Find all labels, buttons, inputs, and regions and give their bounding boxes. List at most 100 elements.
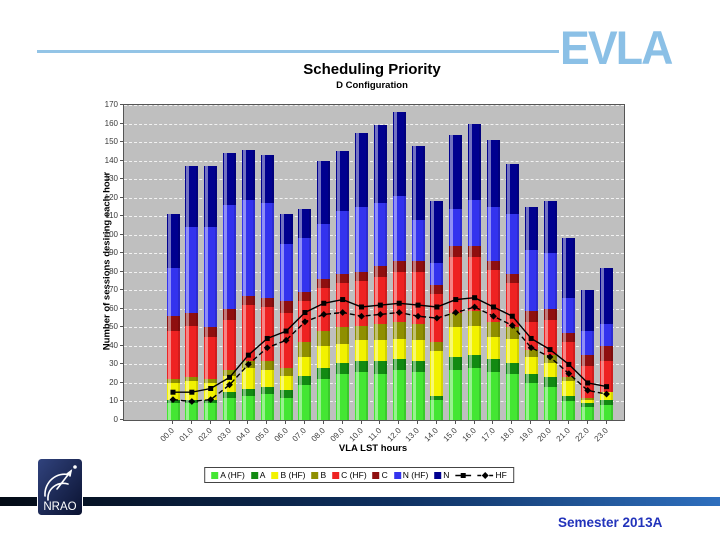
segment-nhf bbox=[505, 214, 519, 274]
square-marker bbox=[396, 300, 402, 306]
bar-13.0 bbox=[411, 145, 425, 421]
segment-ahf bbox=[392, 369, 406, 420]
nrao-logo-text: NRAO bbox=[43, 501, 76, 513]
segment-ahf bbox=[449, 369, 463, 420]
chart-title: Scheduling Priority bbox=[303, 61, 441, 78]
diamond-marker bbox=[546, 353, 554, 361]
y-tick-label: 40 bbox=[109, 340, 118, 350]
segment-nhf bbox=[204, 227, 218, 328]
legend-item-c: C bbox=[372, 470, 388, 480]
segment-n bbox=[411, 145, 425, 220]
segment-c bbox=[223, 308, 237, 320]
bar-21.0 bbox=[562, 238, 576, 420]
segment-b bbox=[373, 323, 387, 341]
segment-c bbox=[279, 301, 293, 313]
x-tick-mark bbox=[567, 421, 569, 424]
legend-swatch bbox=[211, 471, 219, 479]
segment-a bbox=[317, 368, 331, 380]
x-tick-mark bbox=[511, 421, 513, 424]
legend-label: C bbox=[381, 470, 388, 480]
segment-a bbox=[449, 357, 463, 370]
segment-c bbox=[373, 266, 387, 278]
segment-chf bbox=[543, 319, 557, 356]
bar-15.0 bbox=[449, 134, 463, 421]
segment-bhf bbox=[486, 336, 500, 359]
y-tick-mark bbox=[120, 178, 123, 180]
x-tick-mark bbox=[360, 421, 362, 424]
segment-n bbox=[204, 166, 218, 228]
diamond-marker bbox=[471, 303, 478, 311]
segment-chf bbox=[223, 319, 237, 370]
segment-ahf bbox=[260, 394, 274, 420]
y-tick-label: 100 bbox=[104, 229, 118, 239]
bar-16.0 bbox=[468, 123, 482, 421]
legend-swatch bbox=[332, 471, 340, 479]
segment-chf bbox=[355, 281, 368, 326]
segment-ahf bbox=[524, 382, 538, 420]
square-marker bbox=[208, 386, 214, 391]
segment-n bbox=[600, 268, 614, 324]
segment-a bbox=[298, 375, 312, 385]
x-tick-mark bbox=[190, 421, 192, 424]
segment-nhf bbox=[524, 249, 538, 311]
segment-c bbox=[260, 297, 274, 307]
segment-bhf bbox=[543, 362, 557, 378]
segment-chf bbox=[562, 342, 576, 378]
segment-bhf bbox=[430, 351, 444, 396]
line-HF bbox=[172, 306, 607, 403]
x-tick-mark bbox=[586, 421, 588, 424]
diamond-marker bbox=[301, 318, 309, 326]
y-tick-label: 10 bbox=[109, 396, 118, 406]
bar-11.0 bbox=[373, 125, 387, 420]
legend-item-b: B bbox=[311, 470, 326, 480]
segment-a bbox=[241, 388, 255, 396]
segment-a bbox=[392, 358, 406, 370]
segment-nhf bbox=[581, 331, 595, 356]
segment-nhf bbox=[355, 206, 368, 272]
segment-chf bbox=[204, 336, 218, 380]
segment-a bbox=[279, 390, 293, 398]
x-tick-mark bbox=[341, 421, 343, 424]
segment-b bbox=[505, 327, 519, 339]
diamond-marker bbox=[207, 396, 215, 404]
y-tick-label: 130 bbox=[104, 174, 118, 184]
segment-n bbox=[581, 290, 595, 332]
segment-ahf bbox=[505, 373, 519, 420]
y-tick-label: 80 bbox=[109, 266, 118, 276]
y-tick-label: 30 bbox=[109, 359, 118, 369]
chart-subtitle: D Configuration bbox=[336, 80, 408, 91]
segment-a bbox=[600, 399, 614, 406]
square-marker bbox=[302, 310, 308, 316]
segment-b bbox=[392, 321, 406, 339]
segment-n bbox=[279, 214, 293, 245]
segment-nhf bbox=[600, 323, 614, 346]
square-marker bbox=[566, 361, 572, 367]
legend-item-ahf: A (HF) bbox=[211, 470, 245, 480]
bar-22.0 bbox=[581, 290, 595, 420]
segment-a bbox=[223, 392, 237, 398]
segment-ahf bbox=[430, 399, 444, 420]
y-tick-label: 170 bbox=[104, 100, 118, 109]
y-tick-label: 140 bbox=[104, 155, 118, 165]
segment-c bbox=[392, 260, 406, 272]
square-marker bbox=[264, 335, 270, 341]
legend-label: A (HF) bbox=[220, 470, 245, 480]
segment-bhf bbox=[298, 357, 312, 376]
segment-c bbox=[166, 316, 180, 332]
segment-ahf bbox=[166, 403, 180, 420]
legend-item-nhf: N (HF) bbox=[393, 470, 429, 480]
header-rule bbox=[37, 50, 559, 53]
legend-label: N (HF) bbox=[402, 470, 429, 480]
y-tick-label: 150 bbox=[104, 137, 118, 147]
bar-23.0 bbox=[600, 268, 614, 420]
segment-chf bbox=[505, 282, 519, 328]
segment-ahf bbox=[204, 403, 218, 420]
segment-n bbox=[166, 214, 180, 269]
x-tick-mark bbox=[417, 421, 419, 424]
segment-b bbox=[581, 397, 595, 400]
square-marker bbox=[321, 300, 327, 306]
legend-label: HF bbox=[495, 470, 507, 480]
segment-ahf bbox=[600, 405, 614, 420]
diamond-marker bbox=[565, 370, 573, 378]
bar-03.0 bbox=[223, 153, 237, 420]
